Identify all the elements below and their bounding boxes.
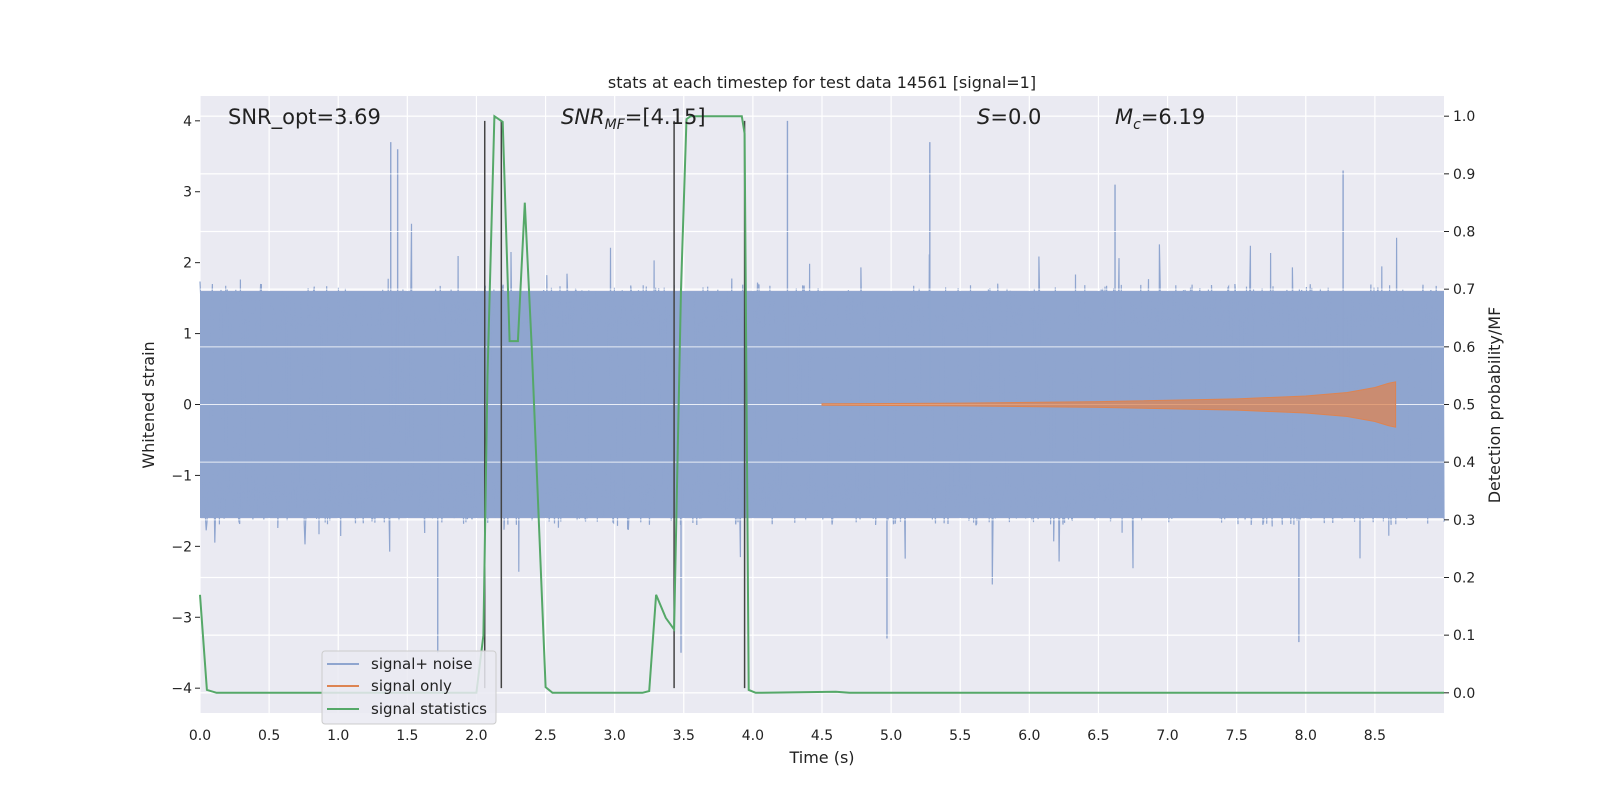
legend: signal+ noise signal only signal statist…: [321, 650, 497, 725]
x-tick-label: 0.0: [189, 728, 211, 744]
legend-label-stats: signal statistics: [371, 700, 487, 718]
x-tick-label: 7.5: [1226, 728, 1248, 744]
y-right-tick-label: 0.1: [1453, 628, 1475, 644]
s-main: S: [977, 105, 990, 129]
y-right-tick-label: 0.8: [1453, 225, 1475, 241]
y-axis-right-label: Detection probability/MF: [1485, 307, 1504, 504]
annotation-mc: Mc=6.19: [1115, 105, 1205, 133]
x-tick-label: 3.0: [604, 728, 626, 744]
mc-value: =6.19: [1141, 105, 1205, 129]
y-axis-left-label: Whitened strain: [139, 341, 158, 468]
x-tick-label: 0.5: [258, 728, 280, 744]
snr-mf-value: =[4.15]: [625, 105, 706, 129]
x-tick-label: 3.5: [673, 728, 695, 744]
x-axis-label: Time (s): [788, 748, 854, 767]
x-tick-label: 4.0: [742, 728, 764, 744]
x-tick-label: 2.5: [534, 728, 556, 744]
x-tick-label: 7.0: [1156, 728, 1178, 744]
y-left-tick-label: −1: [171, 468, 192, 484]
series-signal-statistics: [199, 114, 1444, 694]
y-right-tick-label: 0.9: [1453, 167, 1475, 183]
snr-mf-sub: MF: [605, 117, 626, 133]
y-left-tick-label: −4: [171, 681, 192, 697]
x-tick-label: 6.5: [1087, 728, 1109, 744]
legend-label-signal: signal only: [371, 677, 452, 695]
y-right-tick-label: 0.0: [1453, 686, 1475, 702]
chart-title: stats at each timestep for test data 145…: [608, 73, 1036, 92]
x-tick-label: 5.5: [949, 728, 971, 744]
y-right-tick-label: 0.5: [1453, 398, 1475, 414]
x-tick-label: 1.5: [396, 728, 418, 744]
y-axis-right-ticks: 0.0 0.1 0.2 0.3 0.4 0.5 0.6 0.7 0.8 0.9 1.0: [1444, 109, 1475, 702]
mc-main: M: [1115, 105, 1133, 129]
x-tick-label: 2.0: [465, 728, 487, 744]
y-right-tick-label: 0.6: [1453, 340, 1475, 356]
s-value: =0.0: [990, 105, 1041, 129]
y-left-tick-label: −3: [171, 610, 192, 626]
y-left-tick-label: 4: [183, 114, 192, 130]
x-tick-label: 4.5: [811, 728, 833, 744]
y-right-tick-label: 1.0: [1453, 109, 1475, 125]
legend-box: [321, 650, 497, 725]
x-tick-label: 5.0: [880, 728, 902, 744]
x-tick-label: 1.0: [327, 728, 349, 744]
mc-sub: c: [1133, 117, 1141, 133]
annotation-snr-opt: SNR_opt=3.69: [228, 105, 381, 130]
signal-chirp: [821, 381, 1397, 428]
y-left-tick-label: −2: [171, 539, 192, 555]
legend-label-noise: signal+ noise: [371, 655, 473, 673]
noise-trace: [199, 223, 1445, 585]
x-tick-label: 8.5: [1364, 728, 1386, 744]
annotation-s: S=0.0: [977, 105, 1041, 129]
y-left-tick-label: 1: [183, 327, 192, 343]
y-left-tick-label: 2: [183, 256, 192, 272]
y-right-tick-label: 0.3: [1453, 513, 1475, 529]
statistics-line: [199, 114, 1444, 694]
series-signal-only: [821, 381, 1397, 428]
snr-mf-main: SNR: [561, 105, 605, 129]
x-axis-ticks: 0.0 0.5 1.0 1.5 2.0 2.5 3.0 3.5 4.0 4.5 5.0 5.5 6.0 6…: [189, 728, 1386, 744]
x-tick-label: 6.0: [1018, 728, 1040, 744]
y-left-tick-label: 3: [183, 185, 192, 201]
y-left-tick-label: 0: [183, 398, 192, 414]
y-axis-left-ticks: −4 −3 −2 −1 0 1 2 3 4: [171, 114, 200, 697]
y-right-tick-label: 0.4: [1453, 455, 1475, 471]
y-right-tick-label: 0.7: [1453, 282, 1475, 298]
annotation-snr-mf: SNRMF=[4.15]: [561, 105, 706, 133]
x-tick-label: 8.0: [1295, 728, 1317, 744]
y-right-tick-label: 0.2: [1453, 570, 1475, 586]
